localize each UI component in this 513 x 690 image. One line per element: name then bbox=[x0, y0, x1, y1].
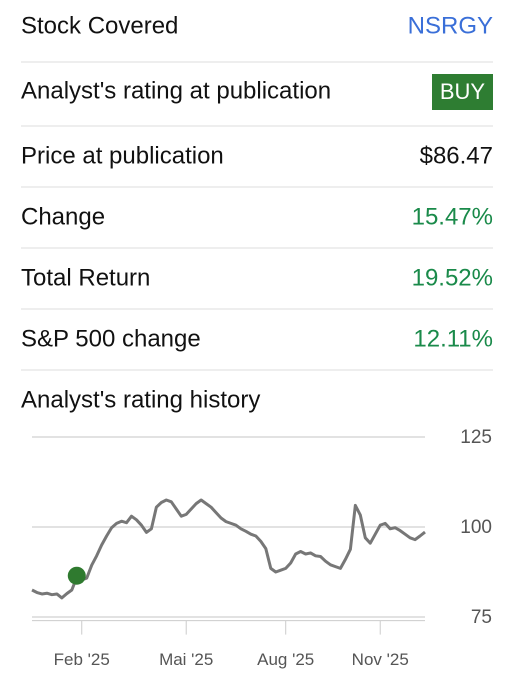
row-label: Total Return bbox=[21, 264, 150, 291]
info-table: Stock Covered NSRGY Analyst's rating at pu… bbox=[21, 12, 493, 371]
chart-title: Analyst's rating history bbox=[21, 386, 260, 413]
row-value: 19.52% bbox=[412, 264, 493, 291]
y-tick-label: 125 bbox=[460, 427, 492, 448]
row-label: Price at publication bbox=[21, 142, 224, 169]
x-tick-label: Feb '25 bbox=[54, 650, 110, 669]
chart: 75 100 125 Feb '25 Mai '25 Aug '25 Nov '25 bbox=[31, 427, 492, 669]
rating-badge bbox=[432, 74, 493, 110]
y-tick-label: 75 bbox=[471, 607, 492, 628]
x-tick-label: Aug '25 bbox=[257, 650, 314, 669]
rating-value: BUY bbox=[440, 79, 486, 104]
row-value: NSRGY bbox=[408, 12, 493, 39]
row-value: 15.47% bbox=[412, 203, 493, 230]
row-label: Change bbox=[21, 203, 105, 230]
x-tick-label: Mai '25 bbox=[159, 650, 213, 669]
y-tick-label: 100 bbox=[460, 517, 492, 538]
row-label: Stock Covered bbox=[21, 12, 178, 39]
x-tick-label: Nov '25 bbox=[352, 650, 409, 669]
row-label: Analyst's rating at publication bbox=[21, 77, 331, 104]
rating-marker bbox=[67, 566, 86, 585]
price-line bbox=[31, 498, 426, 600]
row-value: 12.11% bbox=[413, 325, 493, 352]
row-value: $86.47 bbox=[420, 142, 493, 169]
row-label: S&P 500 change bbox=[21, 325, 201, 352]
